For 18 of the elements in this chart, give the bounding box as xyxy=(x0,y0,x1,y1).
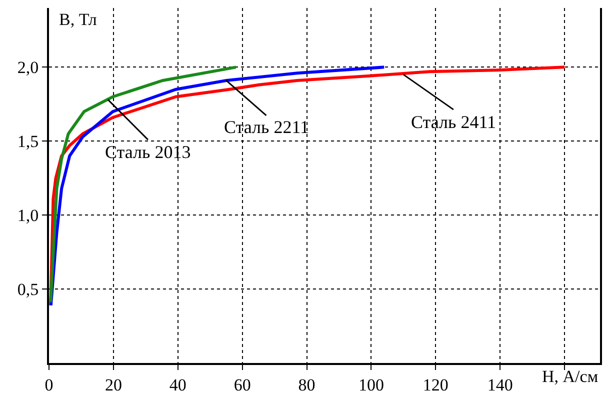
x-tick-label: 120 xyxy=(422,375,448,394)
y-tick-label: 1,0 xyxy=(17,206,39,226)
y-axis-title: B, Тл xyxy=(59,10,98,29)
x-tick-label: 80 xyxy=(298,375,316,394)
line-series xyxy=(49,66,386,307)
annotation: Сталь 2411 xyxy=(411,112,496,132)
x-tick-label: 0 xyxy=(44,375,54,394)
x-axis-title: H, А/см xyxy=(542,367,598,386)
x-tick-label: 20 xyxy=(104,375,122,394)
y-tick-label: 0,5 xyxy=(17,280,39,299)
x-tick-label: 140 xyxy=(487,375,513,394)
x-tick-label: 40 xyxy=(169,375,186,394)
x-tick-label: 60 xyxy=(234,375,251,394)
y-tick-label: 1,5 xyxy=(17,132,39,152)
annotation: Сталь 2211 xyxy=(224,117,310,137)
y-tick-label: 2,0 xyxy=(17,58,39,78)
annotation: Сталь 2013 xyxy=(105,142,191,162)
x-tick-label: 100 xyxy=(358,375,384,394)
